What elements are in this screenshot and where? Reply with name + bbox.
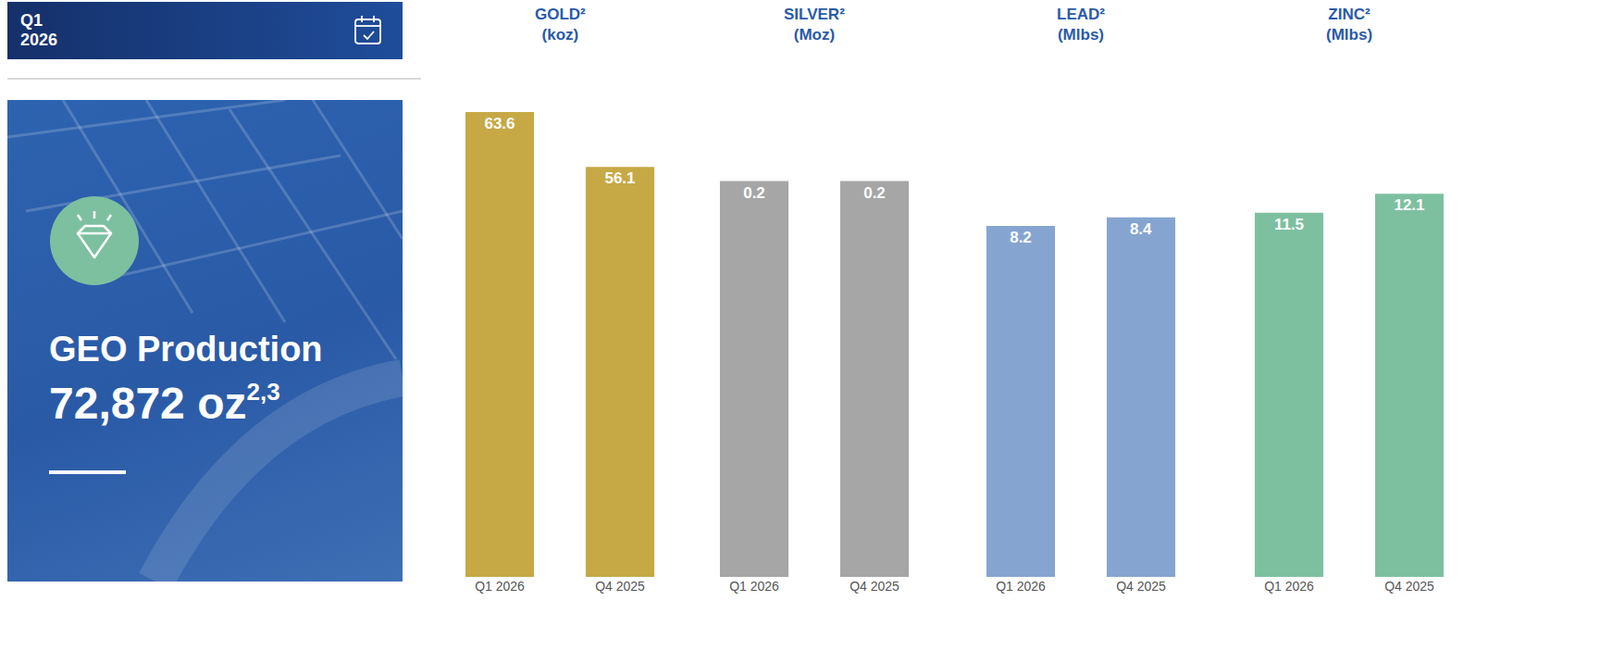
- svg-text:11.5: 11.5: [1274, 215, 1304, 234]
- svg-text:Q4 2025: Q4 2025: [1384, 578, 1435, 594]
- svg-text:Q1 2026: Q1 2026: [995, 578, 1046, 594]
- svg-text:Q4 2025: Q4 2025: [595, 578, 645, 594]
- svg-text:63.6: 63.6: [483, 114, 515, 133]
- svg-text:12.1: 12.1: [1393, 196, 1425, 214]
- html-text:72,872 oz2,3: 72,872 oz2,3: [49, 377, 281, 428]
- svg-text:8.4: 8.4: [1129, 220, 1153, 238]
- svg-text:SILVER²(Moz): SILVER²(Moz): [783, 5, 845, 44]
- svg-text:Q1 2026: Q1 2026: [474, 578, 525, 594]
- svg-text:Q1 2026: Q1 2026: [729, 578, 780, 594]
- svg-text:Q4 2025: Q4 2025: [849, 578, 900, 594]
- svg-text:Q1 2026: Q1 2026: [1264, 578, 1315, 594]
- svg-text:56.1: 56.1: [604, 169, 635, 187]
- svg-text:0.2: 0.2: [743, 184, 766, 202]
- svg-text:0.2: 0.2: [863, 184, 886, 202]
- html-text:2026: 2026: [20, 30, 58, 50]
- svg-text:ZINC²(Mlbs): ZINC²(Mlbs): [1326, 5, 1373, 44]
- svg-text:LEAD²(Mlbs): LEAD²(Mlbs): [1056, 5, 1105, 44]
- svg-text:Q4 2025: Q4 2025: [1116, 578, 1166, 594]
- svg-text:8.2: 8.2: [1009, 228, 1032, 247]
- html-text:GEO Production: GEO Production: [49, 329, 323, 369]
- html-text:Q1: Q1: [20, 11, 43, 30]
- svg-text:GOLD²(koz): GOLD²(koz): [534, 5, 586, 44]
